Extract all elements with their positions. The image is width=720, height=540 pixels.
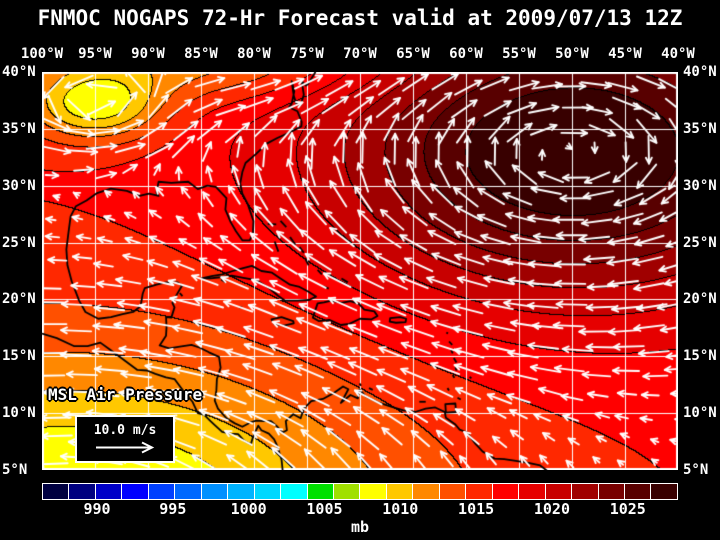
colorbar-cell (492, 484, 520, 499)
colorbar-cell (360, 484, 387, 499)
field-overlay-label: MSL Air Pressure (48, 385, 203, 404)
colorbar-tick: 1020 (533, 500, 570, 518)
lat-label: 15°N (2, 348, 36, 365)
colorbar-cell (201, 484, 229, 499)
lon-label: 80°W (237, 46, 271, 62)
colorbar-cell (175, 484, 202, 499)
colorbar-tick: 1015 (458, 500, 495, 518)
lon-label: 90°W (131, 46, 165, 62)
colorbar-cell (598, 484, 625, 499)
lat-label: 30°N (2, 177, 36, 194)
colorbar-tick: 1010 (382, 500, 419, 518)
colorbar-tick: 1000 (230, 500, 267, 518)
colorbar-cell (95, 484, 123, 499)
colorbar-tick: 995 (159, 500, 187, 518)
colorbar-cell (228, 484, 255, 499)
wind-scale-legend: 10.0 m/s (75, 415, 175, 463)
lat-label: 20°N (683, 291, 717, 308)
colorbar-cell (651, 484, 677, 499)
lon-label: 65°W (396, 46, 430, 62)
lon-label: 100°W (20, 46, 64, 62)
colorbar-cell (386, 484, 414, 499)
lon-label: 40°W (661, 46, 695, 62)
colorbar-tick: 1025 (609, 500, 646, 518)
lon-label: 45°W (608, 46, 642, 62)
lon-label: 70°W (343, 46, 377, 62)
colorbar-cell (624, 484, 652, 499)
wind-scale-speed-label: 10.0 m/s (93, 423, 157, 438)
colorbar-cell (333, 484, 361, 499)
colorbar-tick: 990 (83, 500, 111, 518)
lat-label: 5°N (683, 462, 709, 478)
colorbar-cell (254, 484, 282, 499)
lon-label: 55°W (502, 46, 536, 62)
lat-label: 35°N (683, 120, 717, 137)
colorbar-cell (43, 484, 70, 499)
colorbar-cell (281, 484, 308, 499)
colorbar-cell (69, 484, 96, 499)
colorbar-cell (307, 484, 334, 499)
lon-label: 75°W (290, 46, 324, 62)
colorbar-cell (545, 484, 573, 499)
lon-label: 95°W (78, 46, 112, 62)
colorbar-tick: 1005 (306, 500, 343, 518)
lat-label: 5°N (2, 462, 28, 478)
lat-label: 40°N (683, 64, 717, 80)
pressure-colorbar (42, 483, 678, 500)
lat-label: 10°N (683, 405, 717, 422)
colorbar-cell (466, 484, 493, 499)
colorbar-cell (572, 484, 599, 499)
colorbar-cell (413, 484, 440, 499)
lat-label: 10°N (2, 405, 36, 422)
colorbar-cell (148, 484, 176, 499)
lon-label: 85°W (184, 46, 218, 62)
lat-label: 20°N (2, 291, 36, 308)
colorbar-units-label: mb (350, 518, 370, 536)
lat-label: 30°N (683, 177, 717, 194)
wind-scale-arrow-icon (96, 441, 155, 454)
pressure-map-canvas (42, 72, 678, 470)
forecast-title: FNMOC NOGAPS 72-Hr Forecast valid at 200… (37, 6, 683, 30)
lat-label: 25°N (683, 234, 717, 251)
lat-label: 15°N (683, 348, 717, 365)
lat-label: 40°N (2, 64, 36, 80)
colorbar-cell (519, 484, 546, 499)
lon-label: 60°W (449, 46, 483, 62)
lat-label: 35°N (2, 120, 36, 137)
lat-label: 25°N (2, 234, 36, 251)
colorbar-cell (439, 484, 467, 499)
colorbar-cell (122, 484, 149, 499)
lon-label: 50°W (555, 46, 589, 62)
